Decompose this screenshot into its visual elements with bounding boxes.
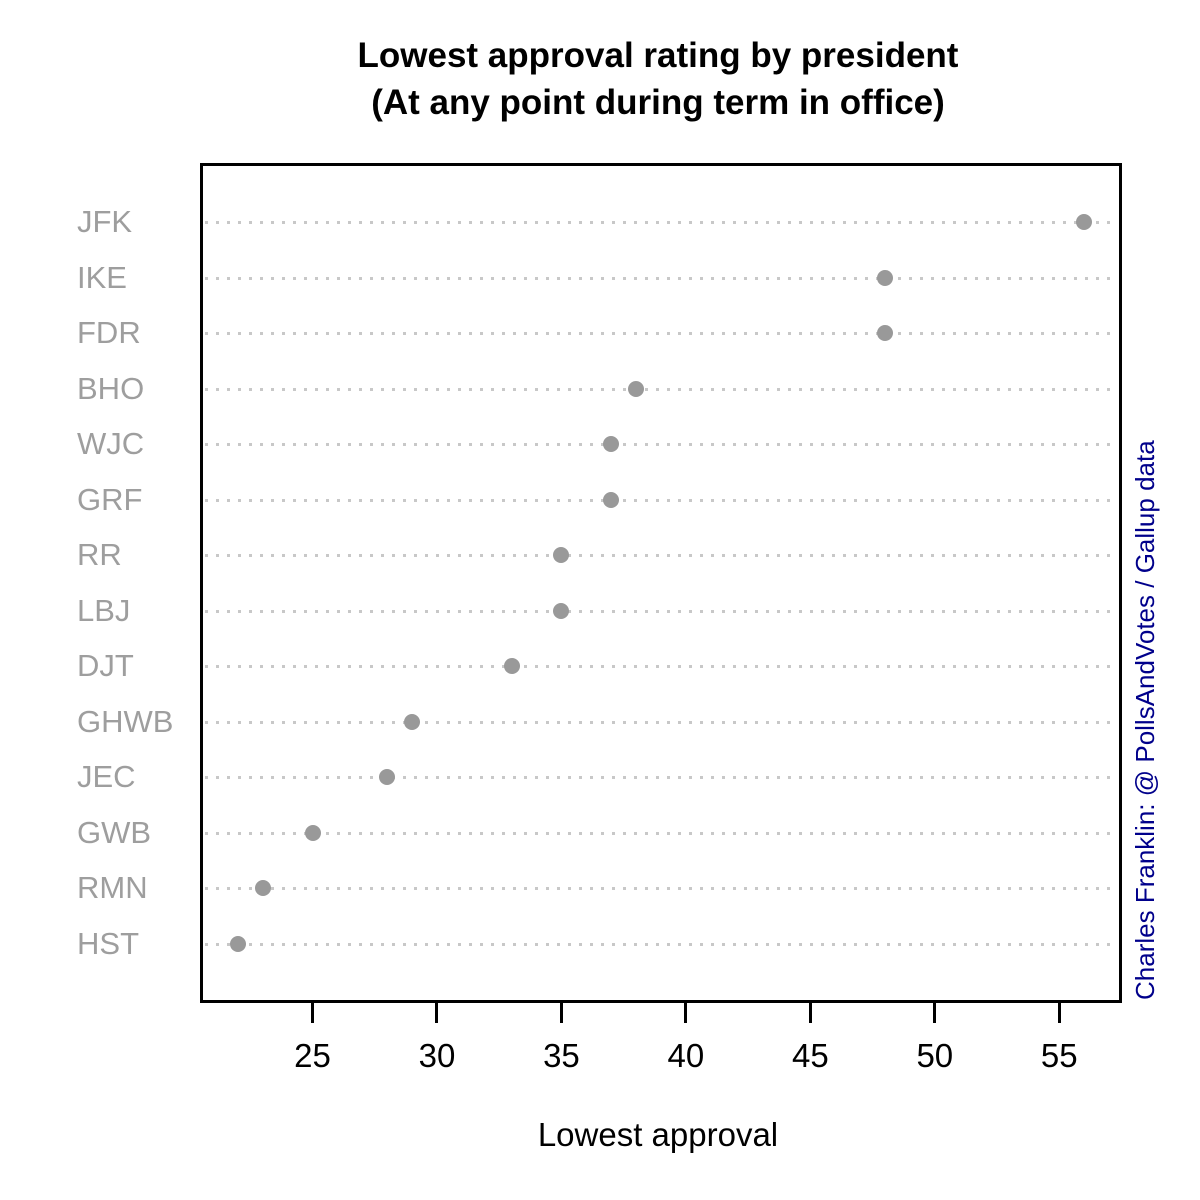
data-point-lbj — [553, 602, 570, 619]
data-point-rr — [553, 547, 570, 564]
x-tick-mark-55 — [1057, 1003, 1061, 1023]
gridline-rr — [205, 554, 1117, 558]
gridline-fdr — [205, 332, 1117, 336]
gridline-djt — [205, 665, 1117, 669]
category-label-djt: DJT — [77, 648, 134, 684]
gridline-wjc — [205, 443, 1117, 447]
gridline-jec — [205, 776, 1117, 780]
x-tick-mark-50 — [933, 1003, 937, 1023]
x-tick-mark-40 — [684, 1003, 688, 1023]
gridline-jfk — [205, 221, 1117, 224]
x-tick-label-45: 45 — [791, 1037, 829, 1074]
x-tick-label-30: 30 — [418, 1037, 456, 1074]
category-label-gwb: GWB — [77, 814, 152, 850]
data-point-bho — [628, 380, 645, 397]
data-point-jec — [379, 769, 396, 786]
category-label-ghwb: GHWB — [77, 703, 174, 739]
x-tick-label-25: 25 — [294, 1037, 331, 1074]
gridline-hst — [205, 943, 1117, 946]
data-point-wjc — [603, 436, 620, 453]
category-label-jec: JEC — [77, 759, 136, 795]
chart-subtitle: (At any point during term in office) — [371, 83, 945, 122]
data-point-fdr — [877, 325, 894, 342]
category-label-fdr: FDR — [77, 315, 141, 351]
x-tick-label-35: 35 — [543, 1037, 580, 1074]
x-tick-mark-30 — [435, 1003, 439, 1023]
x-axis-title: Lowest approval — [537, 1116, 779, 1153]
chart-title-block: Lowest approval rating by president (At … — [200, 32, 1116, 126]
data-point-rmn — [254, 880, 271, 897]
category-label-ike: IKE — [77, 259, 127, 295]
x-tick-label-55: 55 — [1040, 1037, 1078, 1074]
gridline-bho — [205, 387, 1117, 391]
category-label-jfk: JFK — [77, 204, 133, 239]
category-label-rr: RR — [77, 537, 122, 573]
category-label-grf: GRF — [77, 481, 143, 517]
x-tick-mark-35 — [559, 1003, 563, 1023]
data-point-ike — [877, 269, 894, 286]
category-label-bho: BHO — [77, 370, 145, 406]
x-tick-mark-25 — [311, 1003, 315, 1023]
x-tick-label-50: 50 — [916, 1037, 954, 1074]
data-point-grf — [603, 491, 620, 508]
data-point-djt — [503, 658, 520, 675]
gridline-lbj — [205, 609, 1117, 613]
gridline-ghwb — [205, 720, 1117, 724]
data-point-jfk — [1076, 214, 1093, 230]
category-label-rmn: RMN — [77, 870, 148, 906]
x-tick-label-40: 40 — [667, 1037, 705, 1074]
data-point-ghwb — [404, 713, 421, 730]
category-label-wjc: WJC — [77, 426, 145, 462]
gridline-gwb — [205, 831, 1117, 835]
credit-text: Charles Franklin: @ PollsAndVotes / Gall… — [1130, 440, 1160, 1000]
category-label-lbj: LBJ — [77, 592, 131, 628]
chart-title: Lowest approval rating by president — [357, 36, 959, 75]
category-label-hst: HST — [77, 926, 139, 961]
data-point-gwb — [304, 824, 321, 841]
gridline-grf — [205, 498, 1117, 502]
gridline-ike — [205, 276, 1117, 280]
data-point-hst — [229, 936, 246, 952]
x-tick-mark-45 — [808, 1003, 812, 1023]
plot-area — [200, 163, 1122, 1003]
gridline-rmn — [205, 887, 1117, 891]
